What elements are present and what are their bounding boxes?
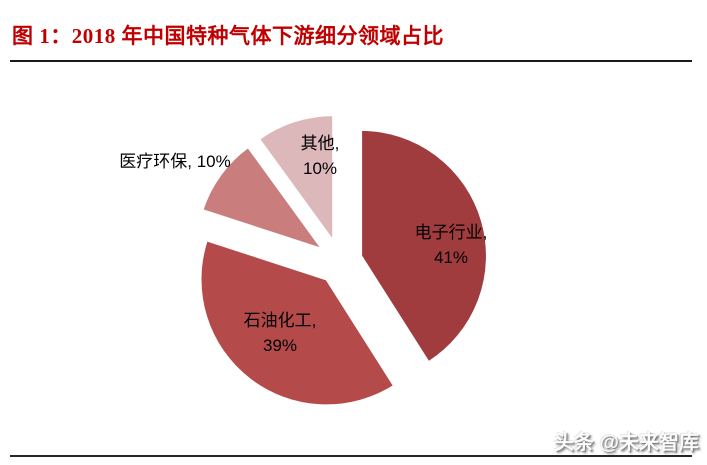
watermark-text: 头条 @未来智库 [553,432,699,454]
slice-label-electronics: 电子行业, 41% [414,223,488,267]
figure-title: 图 1：2018 年中国特种气体下游细分领域占比 [12,24,444,48]
pie-slice-electronics [360,128,488,364]
slice-label-other: 其他, 10% [300,134,340,178]
pie-slice-petrochemical [199,239,395,407]
slice-label-medical-env: 医疗环保, 10% [119,152,231,171]
pie-slice-other [258,114,335,243]
pie-slice-medical-env [201,146,324,251]
bottom-divider [10,455,692,457]
slice-label-petrochemical: 石油化工, 39% [243,311,317,355]
title-underline [10,60,692,62]
